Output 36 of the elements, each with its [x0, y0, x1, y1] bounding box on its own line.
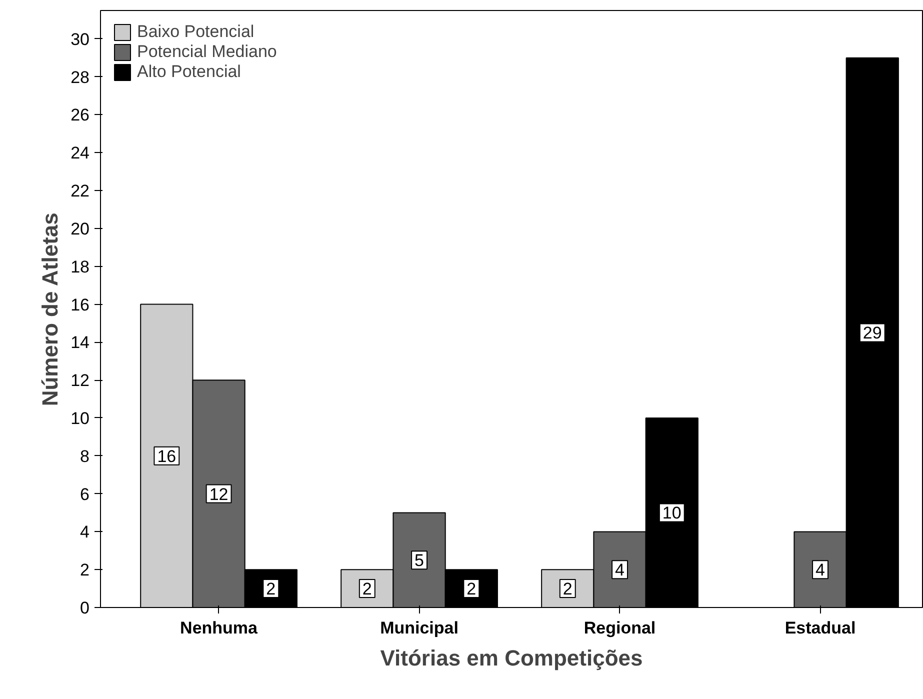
data-label: 16 — [157, 446, 176, 466]
y-tick-label: 14 — [70, 333, 90, 352]
y-tick-label: 20 — [70, 219, 90, 238]
y-tick-label: 12 — [70, 371, 90, 390]
data-label: 10 — [662, 504, 682, 523]
data-label: 5 — [414, 551, 424, 570]
x-tick-label: Estadual — [784, 618, 856, 638]
y-tick-label: 6 — [80, 484, 90, 504]
x-axis-title: Vitórias em Competições — [380, 646, 643, 670]
legend-label: Potencial Mediano — [137, 42, 277, 62]
y-tick-label: 10 — [70, 408, 90, 428]
x-tick-label: Municipal — [380, 618, 458, 638]
y-tick-label: 22 — [70, 182, 90, 201]
data-label: 29 — [862, 324, 882, 343]
data-label: 2 — [562, 580, 572, 599]
y-tick-label: 2 — [80, 560, 90, 580]
data-label: 2 — [466, 580, 476, 599]
x-tick-label: Regional — [584, 618, 656, 638]
y-tick-label: 30 — [70, 30, 90, 49]
data-label: 4 — [816, 560, 825, 580]
legend-label: Baixo Potencial — [137, 22, 254, 42]
y-tick-label: 16 — [70, 295, 90, 314]
y-tick-label: 18 — [70, 257, 90, 276]
data-label: 4 — [615, 560, 625, 580]
y-axis-title: Número de Atletas — [38, 212, 63, 406]
y-tick-label: 0 — [80, 598, 90, 618]
y-tick-label: 26 — [70, 106, 90, 125]
y-tick-label: 8 — [80, 446, 90, 466]
y-tick-label: 28 — [70, 68, 90, 87]
data-label: 12 — [209, 484, 228, 504]
y-tick-label: 4 — [80, 522, 90, 542]
data-label: 2 — [266, 580, 276, 599]
data-label: 2 — [362, 580, 372, 599]
legend-label: Alto Potencial — [137, 62, 241, 82]
x-tick-label: Nenhuma — [180, 618, 258, 638]
y-tick-label: 24 — [70, 144, 90, 163]
